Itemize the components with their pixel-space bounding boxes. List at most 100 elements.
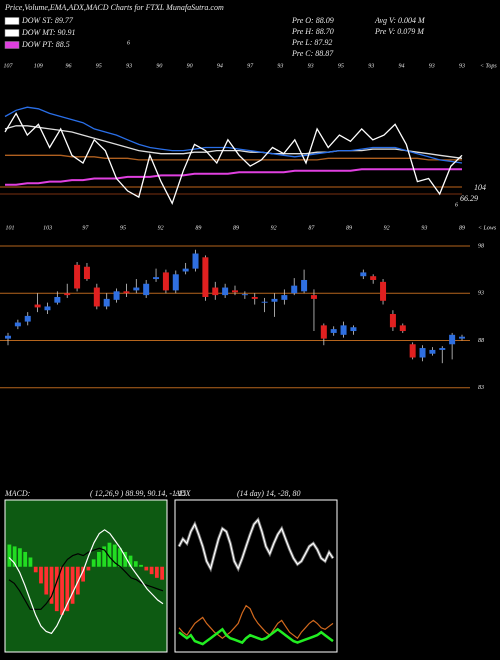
top-label: 94 <box>398 62 404 69</box>
histogram-bar <box>144 566 149 571</box>
bottom-label: 87 <box>308 225 315 231</box>
y-tick-label: 98 <box>478 243 484 249</box>
histogram-bar <box>149 566 154 575</box>
bottom-label: 97 <box>82 225 89 231</box>
histogram-bar <box>123 551 128 567</box>
marker: 6 <box>127 40 130 46</box>
bottom-label: 92 <box>271 225 277 231</box>
top-label: 93 <box>308 63 314 69</box>
candle-body <box>212 287 219 296</box>
candle-body <box>222 287 229 296</box>
series-line <box>178 518 334 571</box>
bottom-label: 93 <box>421 225 427 231</box>
candle-body <box>429 349 436 354</box>
histogram-bar <box>112 544 117 567</box>
title: Price,Volume,EMA,ADX,MACD Charts for FTX… <box>4 3 224 12</box>
candle-body <box>232 290 238 293</box>
top-label: 109 <box>34 63 43 69</box>
candle-body <box>24 315 31 322</box>
histogram-bar <box>86 566 91 571</box>
candle-body <box>93 287 100 307</box>
legend-swatch <box>4 29 20 37</box>
histogram-bar <box>160 566 164 580</box>
candle-body <box>34 304 41 308</box>
top-label: 93 <box>459 63 465 69</box>
y-tick-label: 83 <box>478 385 484 391</box>
panel-frame <box>174 499 338 653</box>
histogram-bar <box>118 548 122 567</box>
candle-body <box>301 279 308 292</box>
histogram-bar <box>154 566 159 578</box>
histogram-bar <box>65 566 70 612</box>
stat-label: Avg V: 0.004 M <box>374 16 426 25</box>
candle-body <box>172 274 179 291</box>
legend-label: DOW ST: 89.77 <box>21 16 74 25</box>
panel-frame <box>4 499 168 653</box>
histogram-bar <box>133 561 138 567</box>
y-tick-label: 88 <box>478 338 484 344</box>
candle-body <box>340 325 347 335</box>
legend-swatch <box>4 17 20 25</box>
series-line <box>4 112 463 205</box>
candle-body <box>5 335 11 339</box>
panel-subtitle: (14 day) 14, -28, 80 <box>237 489 301 498</box>
top-label: 97 <box>247 63 254 69</box>
tops-label: < Tops <box>480 63 497 69</box>
candle-body <box>360 272 367 277</box>
legend-label: DOW PT: 88.5 <box>21 40 70 49</box>
histogram-bar <box>49 566 54 604</box>
top-label: 94 <box>217 62 223 69</box>
stat-label: Pre L: 87.92 <box>291 38 332 47</box>
legend-label: DOW MT: 90.91 <box>21 28 76 37</box>
stat-label: Pre V: 0.079 M <box>374 27 425 36</box>
bottom-label: 89 <box>233 225 239 231</box>
annotation: 104 <box>474 183 486 192</box>
histogram-bar <box>91 559 96 567</box>
top-label: 93 <box>429 63 435 69</box>
bottom-label: 89 <box>459 225 465 231</box>
stat-label: Pre O: 88.09 <box>291 16 334 25</box>
panel-title: MACD: <box>4 489 31 498</box>
candle-body <box>409 344 416 358</box>
histogram-bar <box>70 566 75 604</box>
candle-body <box>44 306 51 311</box>
bottom-label: 92 <box>384 225 390 231</box>
bottom-label: 95 <box>120 225 126 231</box>
histogram-bar <box>54 566 59 612</box>
annotation: 6 <box>455 202 458 208</box>
top-label: 93 <box>126 63 132 69</box>
histogram-bar <box>44 566 49 595</box>
histogram-bar <box>81 566 85 582</box>
series-line <box>178 627 334 646</box>
top-label: 90 <box>187 63 193 69</box>
candle-body <box>153 277 160 280</box>
candle-body <box>64 293 71 296</box>
histogram-bar <box>102 546 107 567</box>
histogram-bar <box>60 566 64 615</box>
legend-swatch <box>4 41 20 49</box>
candle-body <box>449 334 456 345</box>
candle-body <box>133 287 140 291</box>
candle-body <box>439 348 446 350</box>
histogram-bar <box>28 557 33 567</box>
candle-body <box>459 336 465 339</box>
histogram-bar <box>39 566 43 584</box>
series-line <box>5 168 462 186</box>
bottom-label: 92 <box>158 225 164 231</box>
series-line <box>8 529 164 635</box>
candle-body <box>192 253 199 269</box>
bottom-label: 89 <box>346 225 352 231</box>
candle-body <box>291 285 298 294</box>
top-label: 90 <box>156 63 162 69</box>
y-tick-label: 93 <box>478 291 484 297</box>
series-line <box>5 154 462 161</box>
candle-body <box>310 295 317 299</box>
top-label: 107 <box>4 63 14 69</box>
histogram-bar <box>139 564 143 567</box>
candle-body <box>103 298 110 307</box>
candle-body <box>380 281 387 301</box>
series-line <box>8 547 164 610</box>
stat-label: Pre C: 88.87 <box>291 49 334 58</box>
histogram-bar <box>7 544 12 567</box>
